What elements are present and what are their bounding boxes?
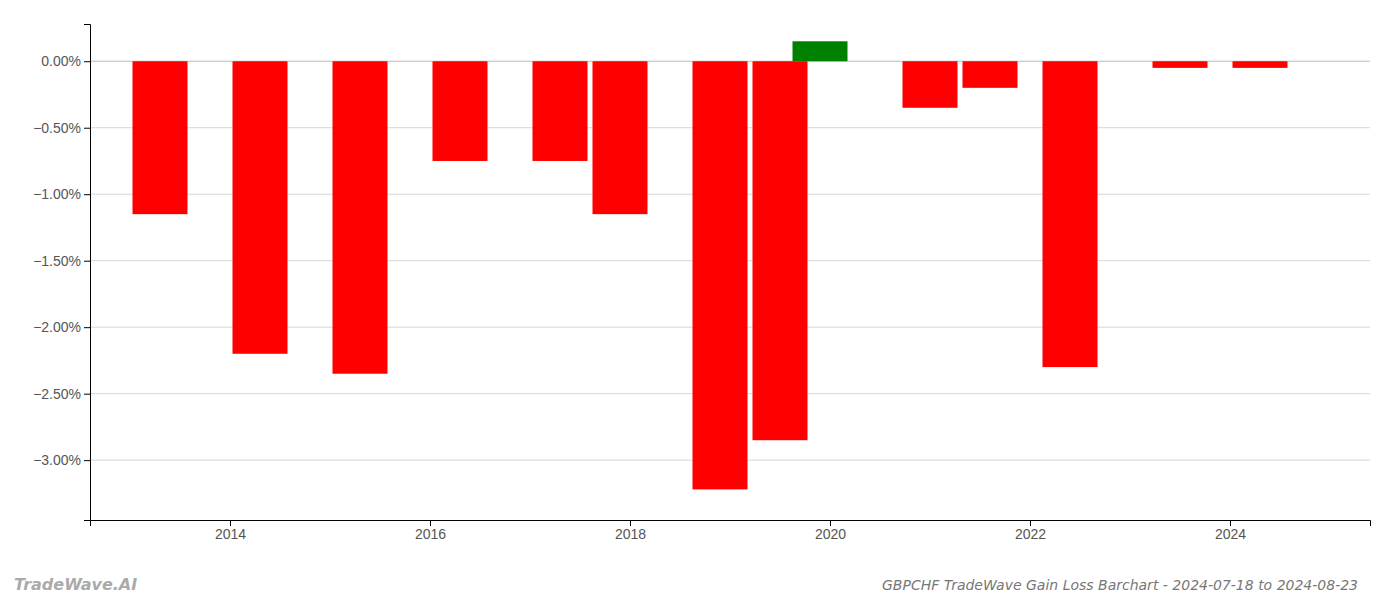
- bar: [433, 61, 488, 161]
- y-tick-mark: [84, 61, 90, 62]
- y-tick: −2.00%: [33, 319, 90, 335]
- bar: [1233, 61, 1288, 68]
- bar: [793, 41, 848, 61]
- watermark: TradeWave.AI: [14, 575, 137, 594]
- bar: [753, 61, 808, 440]
- bar: [693, 61, 748, 489]
- bar: [1043, 61, 1098, 367]
- y-axis: 0.00% −0.50% −1.00% −1.50% −2.00% −2.50% −3.00…: [33, 25, 90, 521]
- y-tick-label: −2.00%: [33, 319, 81, 335]
- bar: [593, 61, 648, 214]
- x-tick-label: 2016: [415, 526, 446, 542]
- y-tick-label: −1.50%: [33, 253, 81, 269]
- bar: [133, 61, 188, 214]
- y-tick-label: −1.00%: [33, 186, 81, 202]
- y-tick-label: 0.00%: [41, 53, 81, 69]
- y-tick: −1.50%: [33, 253, 90, 269]
- x-tick-label: 2020: [815, 526, 846, 542]
- bar: [533, 61, 588, 161]
- x-tick-label: 2022: [1015, 526, 1046, 542]
- bars: [133, 41, 1288, 489]
- bar: [233, 61, 288, 354]
- x-tick-label: 2024: [1215, 526, 1246, 542]
- bar: [903, 61, 958, 108]
- x-tick: 2022: [1015, 520, 1046, 542]
- y-tick-label: −2.50%: [33, 386, 81, 402]
- x-axis: 2014 2016 2018 2020 2022 2024: [91, 520, 1371, 542]
- x-tick-label: 2018: [615, 526, 646, 542]
- bar: [963, 61, 1018, 88]
- x-tick: 2024: [1215, 520, 1246, 542]
- x-axis-line: [91, 521, 1371, 527]
- plot: 0.00% −0.50% −1.00% −1.50% −2.00% −2.50% −3.00…: [33, 25, 1370, 542]
- y-tick-mark: [84, 327, 90, 328]
- y-tick-mark: [84, 460, 90, 461]
- y-tick-label: −3.00%: [33, 452, 81, 468]
- y-tick-label: −0.50%: [33, 120, 81, 136]
- y-tick-mark: [84, 394, 90, 395]
- y-tick: −2.50%: [33, 386, 90, 402]
- y-tick: −1.00%: [33, 186, 90, 202]
- title: GBPCHF TradeWave Gain Loss Barchart - 20…: [882, 577, 1358, 593]
- x-tick: 2014: [215, 520, 246, 542]
- y-axis-line: [84, 25, 91, 521]
- bar: [1153, 61, 1208, 68]
- x-tick: 2020: [815, 520, 846, 542]
- y-tick: −3.00%: [33, 452, 90, 468]
- y-tick-mark: [84, 128, 90, 129]
- y-tick-mark: [84, 261, 90, 262]
- x-tick: 2018: [615, 520, 646, 542]
- y-tick-mark: [84, 194, 90, 195]
- chart: 0.00% −0.50% −1.00% −1.50% −2.00% −2.50% −3.00…: [0, 0, 1400, 600]
- bar: [333, 61, 388, 373]
- x-tick-label: 2014: [215, 526, 246, 542]
- y-tick: −0.50%: [33, 120, 90, 136]
- x-tick: 2016: [415, 520, 446, 542]
- y-tick: 0.00%: [41, 53, 90, 69]
